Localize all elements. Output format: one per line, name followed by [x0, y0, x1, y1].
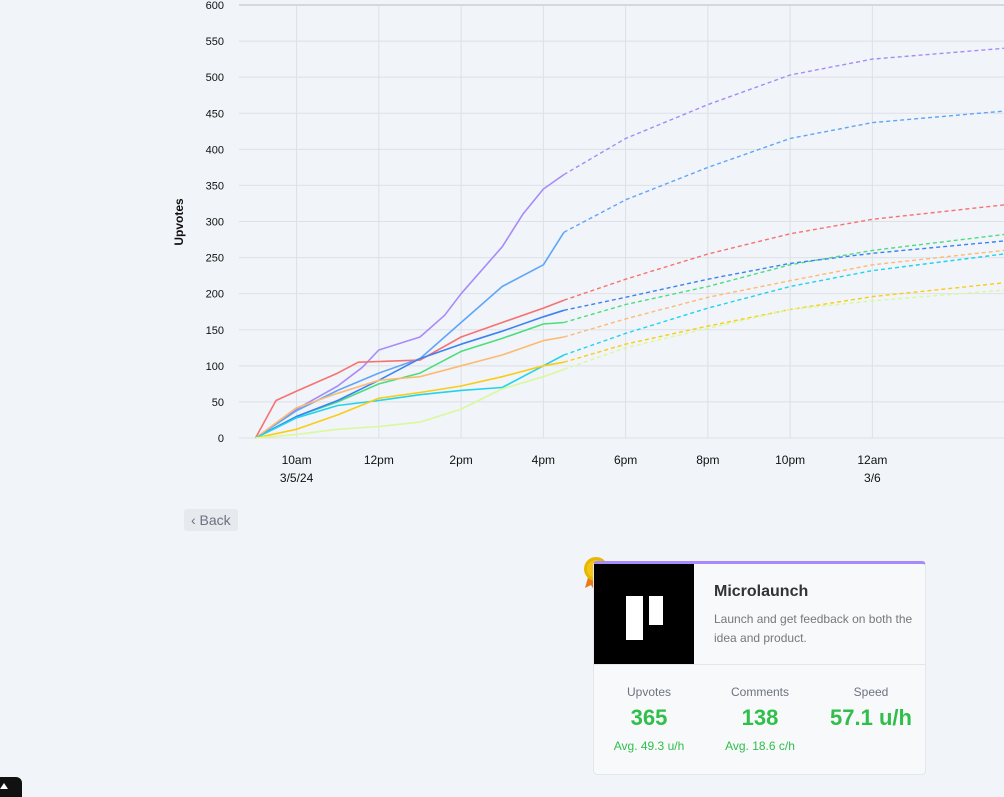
series-projection-line	[563, 110, 1004, 233]
product-description: Launch and get feedback on both the idea…	[714, 612, 913, 645]
series-projection-line	[563, 47, 1004, 176]
series-actual-line	[255, 336, 565, 439]
x-tick-label: 10am	[282, 453, 312, 467]
series-actual-line	[255, 368, 565, 439]
chart-grid	[239, 4, 1004, 439]
y-axis-label: Upvotes	[172, 198, 186, 246]
series-projection-line	[563, 233, 1004, 324]
x-tick-label: 10pm	[775, 453, 805, 467]
chart-series	[254, 47, 1004, 439]
comments-average: Avg. 18.6 c/h	[725, 739, 795, 753]
series-actual-line	[255, 309, 565, 439]
y-tick-label: 550	[206, 36, 224, 48]
series-actual-line	[255, 354, 565, 439]
upvotes-value: 365	[630, 705, 668, 730]
y-tick-label: 100	[206, 361, 224, 373]
series-actual-line	[255, 173, 565, 439]
series-projection-line	[563, 204, 1004, 301]
series-projection-line	[563, 249, 1004, 338]
y-tick-label: 200	[206, 289, 224, 301]
series-projection-line	[563, 289, 1004, 371]
x-axis: 10am 3/5/24 12pm 2pm 4pm 6pm 8pm 10pm 12am 3/6	[280, 453, 888, 485]
y-tick-label: 300	[206, 217, 224, 229]
x-tick-label: 6pm	[614, 453, 637, 467]
back-button[interactable]: ‹ Back	[184, 509, 238, 531]
speed-value: 57.1 u/h	[830, 705, 912, 730]
comments-stat: Comments 138 Avg. 18.6 c/h	[705, 685, 815, 753]
upvotes-average: Avg. 49.3 u/h	[613, 739, 685, 753]
speed-label: Speed	[853, 685, 889, 699]
scroll-top-button[interactable]	[0, 777, 22, 797]
y-axis: 0 50 100 150 200 250 300 350 400 450 500 550 600	[206, 0, 224, 445]
y-tick-label: 600	[206, 0, 224, 12]
product-title[interactable]: Microlaunch	[714, 583, 809, 600]
series-projection-line	[563, 240, 1004, 311]
x-tick-date-label: 3/5/24	[280, 471, 314, 485]
comments-label: Comments	[730, 685, 789, 699]
product-card[interactable]: Microlaunch Launch and get feedback on b…	[593, 561, 926, 775]
y-tick-label: 150	[206, 325, 224, 337]
y-tick-label: 450	[206, 108, 224, 120]
upvotes-label: Upvotes	[626, 685, 672, 699]
series-projection-line	[563, 253, 1004, 356]
y-tick-label: 400	[206, 144, 224, 156]
x-tick-date-label: 3/6	[864, 471, 881, 485]
x-tick-label: 8pm	[696, 453, 719, 467]
arrow-up-icon	[0, 783, 8, 789]
series-actual-line	[254, 299, 565, 439]
x-tick-label: 2pm	[449, 453, 472, 467]
y-tick-label: 350	[206, 180, 224, 192]
product-logo	[594, 564, 694, 664]
x-tick-label: 4pm	[532, 453, 555, 467]
y-tick-label: 250	[206, 253, 224, 265]
series-projection-line	[563, 282, 1004, 363]
y-tick-label: 50	[212, 397, 224, 409]
series-actual-line	[255, 361, 565, 439]
y-tick-label: 0	[218, 433, 224, 445]
x-tick-label: 12pm	[364, 453, 394, 467]
x-tick-label: 12am	[857, 453, 887, 467]
y-tick-label: 500	[206, 72, 224, 84]
series-actual-line	[255, 231, 565, 439]
card-divider	[594, 664, 925, 665]
speed-stat: Speed 57.1 u/h	[816, 685, 926, 731]
upvotes-line-chart: 0 50 100 150 200 250 300 350 400 450 500 550 600 10a…	[172, 0, 1004, 485]
upvotes-stat: Upvotes 365 Avg. 49.3 u/h	[594, 685, 704, 753]
comments-value: 138	[741, 705, 779, 730]
